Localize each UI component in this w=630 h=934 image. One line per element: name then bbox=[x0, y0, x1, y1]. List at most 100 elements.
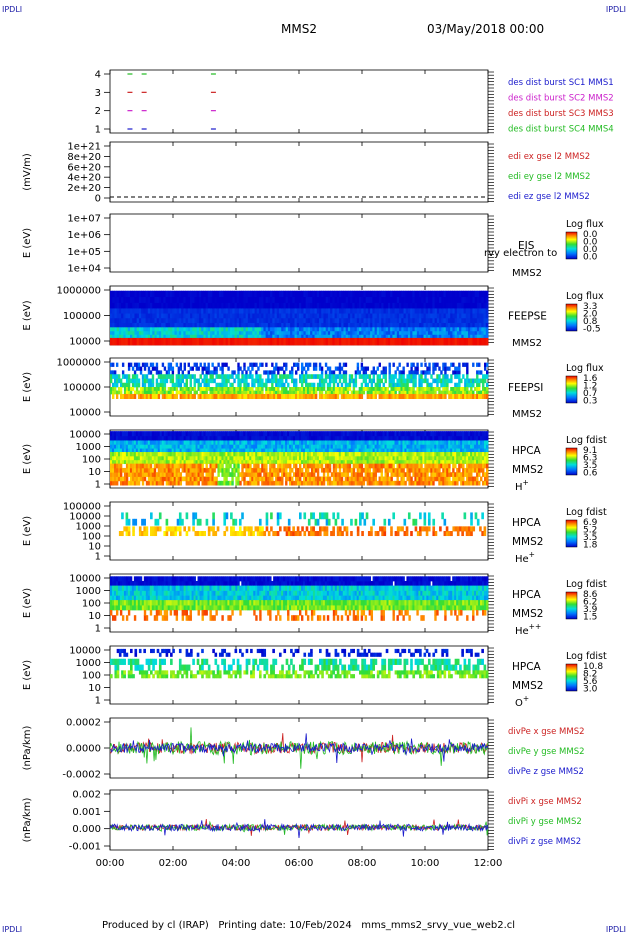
heatmap-cell bbox=[379, 317, 382, 323]
heatmap-cell bbox=[323, 308, 327, 314]
heatmap-cell bbox=[114, 317, 118, 323]
heatmap-cell bbox=[345, 296, 349, 303]
heatmap-cell bbox=[171, 440, 175, 445]
heatmap-cell bbox=[151, 435, 155, 441]
heatmap-cell bbox=[239, 455, 242, 461]
heatmap-cell bbox=[257, 378, 260, 384]
heatmap-cell bbox=[195, 362, 198, 367]
heatmap-cell bbox=[299, 435, 302, 441]
heatmap-cell bbox=[312, 472, 316, 477]
heatmap-cell bbox=[474, 334, 478, 339]
heatmap-cell bbox=[187, 452, 190, 457]
heatmap-cell bbox=[156, 337, 160, 346]
heatmap-cell bbox=[443, 330, 447, 335]
heatmap-cell bbox=[245, 452, 248, 457]
heatmap-cell bbox=[137, 463, 141, 469]
heatmap-cell bbox=[250, 317, 253, 323]
heatmap-cell bbox=[125, 322, 129, 328]
heatmap-cell bbox=[368, 452, 372, 457]
heatmap-cell bbox=[387, 313, 391, 319]
heatmap-cell bbox=[343, 302, 347, 309]
heatmap-cell bbox=[343, 330, 347, 335]
heatmap-cell bbox=[193, 444, 196, 449]
heatmap-cell bbox=[227, 390, 230, 395]
heatmap-cell bbox=[197, 452, 200, 457]
heatmap-cell bbox=[169, 480, 173, 486]
heatmap-cell bbox=[173, 476, 177, 482]
heatmap-cell bbox=[191, 448, 194, 453]
heatmap-cell bbox=[134, 317, 138, 323]
heatmap-cell bbox=[381, 337, 384, 346]
heatmap-cell bbox=[219, 440, 222, 445]
heatmap-cell bbox=[436, 322, 440, 328]
heatmap-cell bbox=[344, 382, 348, 388]
heatmap-cell bbox=[117, 448, 121, 453]
heatmap-cell bbox=[400, 387, 403, 391]
heatmap-cell bbox=[157, 435, 161, 441]
heatmap-cell bbox=[141, 322, 144, 328]
heatmap-cell bbox=[392, 313, 396, 319]
heatmap-cell bbox=[275, 366, 278, 371]
heatmap-cell bbox=[399, 322, 402, 328]
heatmap-cell bbox=[261, 382, 264, 388]
heatmap-cell bbox=[245, 382, 248, 388]
heatmap-cell bbox=[465, 302, 469, 309]
heatmap-cell bbox=[193, 476, 196, 482]
heatmap-cell bbox=[110, 308, 113, 314]
heatmap-cell bbox=[169, 448, 173, 453]
heatmap-cell bbox=[418, 382, 421, 388]
heatmap-cell bbox=[416, 313, 420, 319]
heatmap-cell bbox=[221, 327, 224, 332]
heatmap-cell bbox=[110, 334, 113, 339]
heatmap-cell bbox=[132, 334, 135, 339]
heatmap-cell bbox=[169, 362, 173, 367]
heatmap-cell bbox=[328, 390, 332, 395]
heatmap-cell bbox=[177, 431, 181, 437]
heatmap-cell bbox=[301, 290, 304, 298]
heatmap-cell bbox=[273, 448, 276, 453]
heatmap-cell bbox=[159, 378, 163, 384]
heatmap-cell bbox=[323, 317, 327, 323]
heatmap-cell bbox=[273, 455, 276, 461]
heatmap-cell bbox=[316, 290, 320, 298]
heatmap-cell bbox=[181, 290, 184, 298]
heatmap-cell bbox=[211, 390, 214, 395]
heatmap-cell bbox=[328, 444, 332, 449]
heatmap-cell bbox=[285, 366, 288, 371]
heatmap-cell bbox=[183, 296, 186, 303]
heatmap-cell bbox=[158, 322, 162, 328]
heatmap-cell bbox=[307, 290, 311, 298]
heatmap-cell bbox=[416, 296, 420, 303]
heatmap-cell bbox=[153, 444, 157, 449]
heatmap-cell bbox=[454, 393, 457, 399]
heatmap-cell bbox=[432, 387, 435, 391]
heatmap-cell bbox=[135, 476, 139, 482]
heatmap-cell bbox=[138, 330, 142, 335]
heatmap-cell bbox=[157, 455, 161, 461]
heatmap-cell bbox=[159, 440, 163, 445]
heatmap-cell bbox=[167, 362, 171, 367]
heatmap-cell bbox=[442, 393, 445, 399]
heatmap-cell bbox=[187, 327, 191, 332]
heatmap-cell bbox=[254, 317, 258, 323]
heatmap-cell bbox=[225, 476, 228, 482]
heatmap-cell bbox=[111, 431, 115, 437]
heatmap-cell bbox=[364, 387, 368, 391]
heatmap-cell bbox=[463, 302, 467, 309]
heatmap-cell bbox=[308, 459, 312, 465]
heatmap-cell bbox=[314, 480, 318, 486]
heatmap-cell bbox=[318, 459, 322, 465]
heatmap-cell bbox=[320, 463, 324, 469]
heatmap-cell bbox=[201, 337, 204, 346]
heatmap-cell bbox=[213, 452, 216, 457]
heatmap-cell bbox=[192, 302, 195, 309]
heatmap-cell bbox=[281, 327, 284, 332]
heatmap-cell bbox=[441, 334, 444, 339]
heatmap-cell bbox=[187, 334, 191, 339]
heatmap-cell bbox=[271, 452, 274, 457]
heatmap-cell bbox=[261, 387, 264, 391]
heatmap-cell bbox=[466, 387, 469, 391]
heatmap-cell bbox=[141, 448, 145, 453]
heatmap-cell bbox=[211, 370, 214, 375]
instrument-subtitle: rvy electron to bbox=[484, 248, 557, 259]
